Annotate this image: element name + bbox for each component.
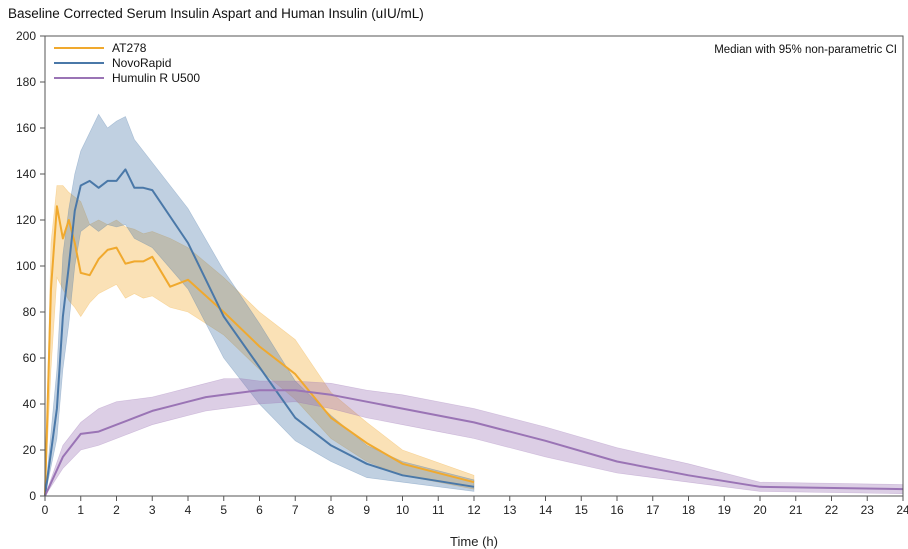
legend-label-novorapid: NovoRapid [112, 56, 171, 70]
x-tick-label: 21 [789, 503, 803, 517]
y-tick-label: 0 [29, 489, 36, 503]
x-tick-label: 12 [467, 503, 481, 517]
legend-label-humulin-r-u500: Humulin R U500 [112, 71, 200, 85]
y-tick-label: 100 [16, 259, 36, 273]
x-tick-label: 22 [825, 503, 839, 517]
x-tick-label: 10 [396, 503, 410, 517]
x-tick-label: 17 [646, 503, 660, 517]
x-tick-label: 20 [753, 503, 767, 517]
ci-bands-layer [44, 113, 904, 497]
x-tick-label: 19 [718, 503, 732, 517]
y-tick-label: 120 [16, 213, 36, 227]
y-tick-label: 180 [16, 75, 36, 89]
x-tick-label: 15 [575, 503, 589, 517]
x-tick-label: 14 [539, 503, 553, 517]
x-tick-label: 24 [896, 503, 908, 517]
x-tick-label: 11 [432, 503, 445, 517]
line-at278 [44, 205, 475, 497]
x-tick-label: 8 [328, 503, 335, 517]
axis-ticks-layer: 0 1 2 3 4 5 6 7 8 9 10 11 12 13 14 15 16 17 18 19 20 21 22 23 24… [16, 29, 908, 517]
annotation-text: Median with 95% non-parametric CI [714, 44, 897, 56]
median-lines-layer [44, 168, 904, 497]
ci-band-novorapid [44, 113, 475, 497]
x-tick-label: 16 [610, 503, 624, 517]
y-tick-label: 80 [23, 305, 37, 319]
x-tick-label: 7 [292, 503, 299, 517]
y-tick-label: 20 [23, 443, 37, 457]
x-tick-label: 9 [363, 503, 370, 517]
x-tick-label: 5 [220, 503, 227, 517]
y-tick-label: 40 [23, 397, 37, 411]
x-axis-label: Time (h) [450, 534, 498, 549]
y-tick-label: 200 [16, 29, 36, 43]
x-tick-label: 13 [503, 503, 517, 517]
x-tick-label: 6 [256, 503, 263, 517]
legend-label-at278: AT278 [112, 41, 147, 55]
line-humulin-r-u500 [44, 389, 904, 497]
x-tick-label: 23 [861, 503, 875, 517]
x-tick-label: 2 [113, 503, 120, 517]
x-tick-label: 18 [682, 503, 696, 517]
x-tick-label: 4 [185, 503, 192, 517]
line-novorapid [44, 168, 475, 497]
y-tick-label: 140 [16, 167, 36, 181]
y-tick-label: 60 [23, 351, 37, 365]
chart-title: Baseline Corrected Serum Insulin Aspart … [8, 6, 424, 21]
x-tick-label: 3 [149, 503, 156, 517]
x-tick-label: 0 [42, 503, 49, 517]
y-tick-label: 160 [16, 121, 36, 135]
x-tick-label: 1 [77, 503, 84, 517]
